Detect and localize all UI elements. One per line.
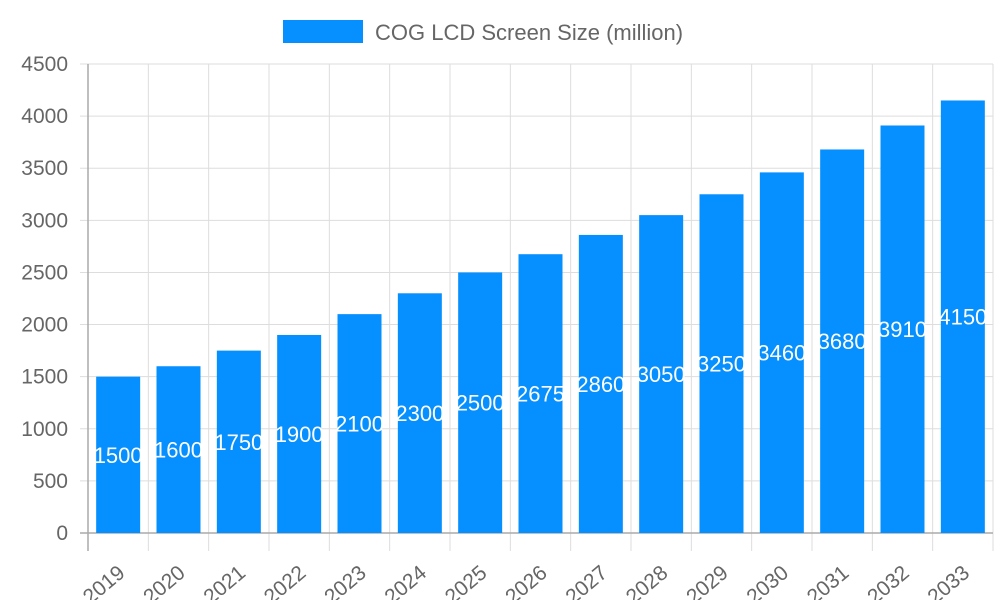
- y-tick-label: 1000: [21, 418, 68, 441]
- data-label: 2860: [576, 372, 625, 397]
- bar: [639, 215, 684, 533]
- bar: [578, 234, 623, 533]
- y-tick-label: 500: [33, 470, 68, 493]
- legend-label: COG LCD Screen Size (million): [375, 20, 683, 45]
- data-label: 3250: [697, 352, 746, 377]
- data-label: 3050: [637, 362, 686, 387]
- x-tick-label: 2028: [622, 561, 673, 600]
- legend-swatch: [283, 20, 363, 43]
- y-tick-label: 2000: [21, 314, 68, 337]
- x-tick-label: 2030: [742, 561, 793, 600]
- data-label: 2300: [395, 401, 444, 426]
- bar: [397, 293, 442, 533]
- bar: [820, 149, 865, 533]
- y-tick-label: 3500: [21, 157, 68, 180]
- x-tick-label: 2021: [199, 561, 250, 600]
- x-tick-label: 2031: [803, 561, 854, 600]
- bar: [216, 350, 261, 533]
- data-label: 2500: [456, 391, 505, 416]
- x-tick-label: 2019: [79, 561, 130, 600]
- bar: [458, 272, 503, 533]
- x-tick-label: 2020: [139, 561, 190, 600]
- x-tick-label: 2029: [682, 561, 733, 600]
- data-label: 1750: [214, 430, 263, 455]
- bar: [880, 125, 925, 533]
- x-tick-label: 2024: [380, 561, 431, 600]
- y-tick-label: 3000: [21, 209, 68, 232]
- data-label: 4150: [938, 305, 987, 330]
- bar: [96, 376, 141, 533]
- x-tick-label: 2033: [923, 561, 974, 600]
- bar: [940, 100, 985, 533]
- bar: [156, 366, 201, 533]
- x-tick-label: 2025: [441, 561, 492, 600]
- x-tick-label: 2027: [561, 561, 612, 600]
- bar: [759, 172, 804, 533]
- data-label: 2675: [516, 382, 565, 407]
- y-tick-label: 4500: [21, 53, 68, 76]
- x-tick-label: 2026: [501, 561, 552, 600]
- data-label: 3910: [878, 317, 927, 342]
- bar: [518, 254, 563, 533]
- x-tick-label: 2023: [320, 561, 371, 600]
- data-label: 1600: [154, 438, 203, 463]
- y-tick-label: 4000: [21, 105, 68, 128]
- data-label: 1900: [275, 422, 324, 447]
- data-label: 1500: [94, 443, 143, 468]
- bar: [277, 334, 322, 533]
- y-tick-label: 2500: [21, 261, 68, 284]
- data-label: 3680: [818, 329, 867, 354]
- x-tick-label: 2032: [863, 561, 914, 600]
- y-tick-label: 1500: [21, 366, 68, 389]
- x-tick-label: 2022: [260, 561, 311, 600]
- data-label: 2100: [335, 412, 384, 437]
- bar: [337, 314, 382, 533]
- data-label: 3460: [757, 341, 806, 366]
- y-tick-label: 0: [56, 522, 68, 545]
- bar: [699, 194, 744, 533]
